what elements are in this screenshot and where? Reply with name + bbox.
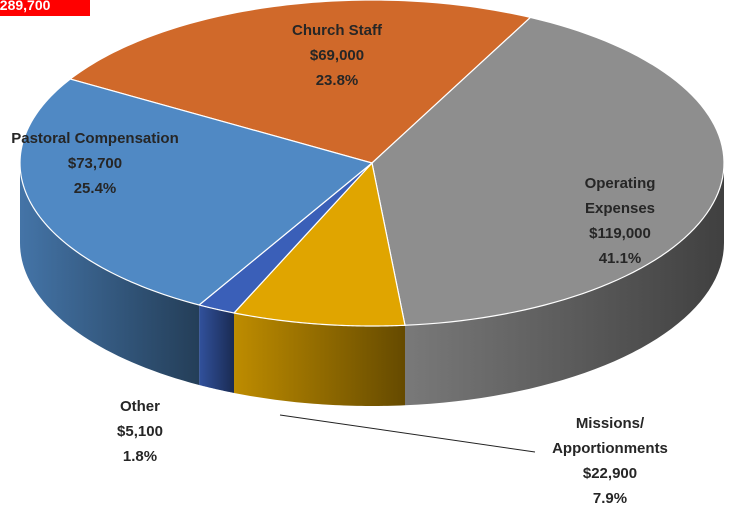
value-label: $69,000	[309, 47, 365, 64]
slice-label: Church Staff $69,000 23.8%	[237, 18, 437, 93]
slice-side	[199, 304, 235, 393]
slice	[19, 78, 374, 306]
slice-label: Other $5,100 1.8%	[80, 394, 200, 469]
slice-side	[234, 312, 405, 406]
leader-line	[279, 414, 536, 453]
percent-label: 1.8%	[122, 448, 158, 465]
category-label: Missions/ Apportionments	[552, 415, 668, 457]
slice-label: Operating Expenses $119,000 41.1%	[560, 171, 680, 271]
percent-label: 23.8%	[315, 72, 359, 89]
slice-side	[404, 163, 724, 406]
value-label: $119,000	[589, 225, 651, 242]
slice-label: Missions/ Apportionments $22,900 7.9%	[530, 411, 690, 507]
slice-side	[20, 163, 200, 385]
percent-label: 41.1%	[598, 250, 642, 267]
category-label: Church Staff	[292, 22, 382, 39]
slice	[232, 161, 406, 327]
slice	[371, 16, 725, 326]
percent-label: 7.9%	[592, 490, 628, 507]
value-label: $73,700	[67, 155, 123, 172]
slice	[68, 0, 532, 164]
category-label: Pastoral Compensation	[11, 130, 179, 147]
category-label: Operating Expenses	[584, 175, 656, 217]
slice	[197, 162, 373, 314]
total-annotation: $289,700	[0, 0, 90, 16]
percent-label: 25.4%	[73, 180, 117, 197]
value-label: $22,900	[582, 465, 638, 482]
category-label: Other	[119, 398, 160, 415]
value-label: $5,100	[117, 423, 163, 440]
slice-label: Pastoral Compensation $73,700 25.4%	[10, 126, 180, 201]
